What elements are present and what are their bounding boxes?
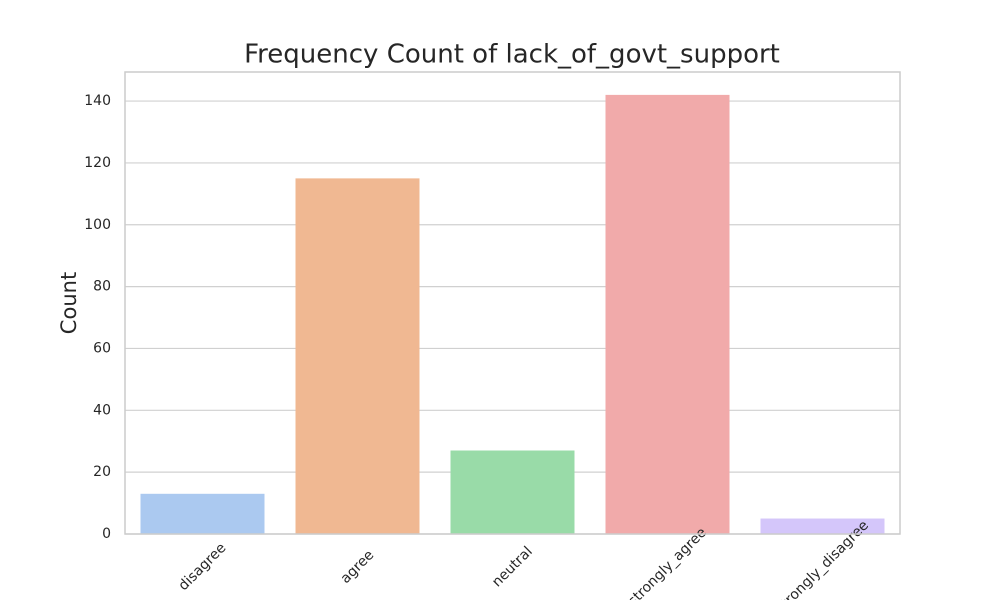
x-tick-label: neutral: [489, 544, 536, 591]
y-tick-label: 80: [93, 279, 111, 295]
bar: [760, 518, 885, 534]
y-tick-label: 140: [84, 93, 111, 109]
y-tick-label: 0: [102, 526, 111, 542]
y-axis-label: Count: [57, 272, 81, 334]
plot-frame: [124, 71, 901, 535]
y-tick-label: 60: [93, 340, 111, 356]
x-tick-label: disagree: [176, 540, 230, 594]
y-tick-label: 100: [84, 217, 111, 233]
bar: [450, 450, 575, 534]
bar: [295, 178, 420, 534]
bar: [605, 94, 730, 534]
y-tick-label: 40: [93, 402, 111, 418]
y-tick-label: 120: [84, 155, 111, 171]
chart-title: Frequency Count of lack_of_govt_support: [244, 40, 780, 70]
y-tick-label: 20: [93, 464, 111, 480]
bar: [140, 493, 265, 534]
x-tick-label: strongly_agree: [625, 525, 710, 600]
x-tick-label: agree: [338, 547, 378, 587]
